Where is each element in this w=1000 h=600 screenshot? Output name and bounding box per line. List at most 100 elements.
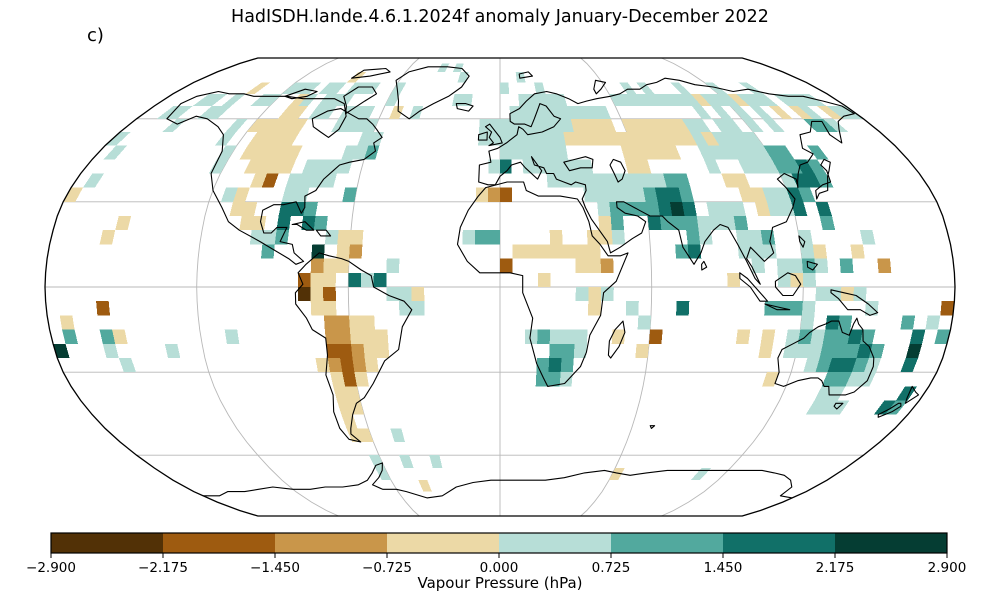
grid-cell — [620, 145, 636, 160]
grid-cell — [243, 159, 263, 174]
grid-cell — [812, 118, 838, 132]
grid-cell — [245, 82, 271, 94]
grid-cell — [340, 358, 355, 373]
grid-cell — [754, 201, 771, 216]
grid-cell — [789, 258, 803, 273]
grid-cell — [326, 343, 341, 358]
grid-cell — [791, 173, 810, 188]
grid-cell — [288, 106, 308, 119]
grid-cell — [605, 132, 621, 146]
grid-cell — [844, 343, 860, 358]
grid-cell — [284, 145, 303, 160]
grid-cell — [99, 329, 116, 344]
grid-cell — [817, 400, 838, 415]
grid-cell — [760, 329, 776, 344]
grid-cell — [857, 372, 877, 387]
grid-cell — [500, 82, 510, 94]
grid-cell — [635, 343, 649, 358]
grid-cell — [352, 358, 367, 373]
grid-cell — [288, 118, 309, 132]
colorbar-segment — [611, 533, 723, 553]
grid-cell — [661, 118, 680, 132]
grid-cell — [362, 118, 379, 132]
grid-cell — [323, 315, 338, 330]
grid-cell — [500, 145, 512, 160]
grid-cell — [536, 93, 548, 106]
grid-cell — [341, 118, 359, 132]
coastline — [739, 272, 769, 302]
grid-cell — [525, 244, 538, 259]
grid-cell — [300, 82, 322, 94]
grid-cell — [579, 159, 594, 174]
grid-cell — [675, 244, 689, 259]
grid-cell — [709, 216, 724, 231]
grid-cell — [368, 132, 384, 146]
grid-cell — [642, 145, 659, 160]
grid-cell — [749, 106, 773, 119]
grid-cell — [389, 106, 404, 119]
grid-cell — [666, 187, 682, 202]
grid-cell — [330, 372, 346, 387]
grid-cell — [584, 132, 599, 146]
grid-cell — [327, 82, 347, 94]
grid-cell — [510, 118, 522, 132]
coastline — [478, 77, 855, 285]
grid-cell — [349, 329, 364, 344]
grid-cell — [631, 145, 648, 160]
grid-cell — [768, 106, 793, 119]
grid-cell — [772, 93, 798, 106]
grid-cell — [819, 216, 836, 231]
grid-cell — [631, 187, 646, 202]
coastline — [774, 272, 802, 297]
grid-cell — [681, 93, 702, 106]
colorbar-tick-label: 0.725 — [592, 560, 631, 576]
grid-cell — [645, 201, 660, 216]
grid-cell — [164, 343, 181, 358]
grid-cell — [361, 315, 375, 330]
grid-cell — [766, 201, 783, 216]
grid-cell — [712, 118, 733, 132]
grid-cell — [745, 93, 769, 106]
grid-cell — [358, 106, 376, 119]
grid-cell — [562, 244, 576, 259]
grid-cell — [363, 82, 381, 94]
chart-title: HadISDH.lande.4.6.1.2024f anomaly Januar… — [231, 7, 769, 27]
grid-cell — [546, 173, 560, 188]
grid-cell — [373, 272, 387, 287]
grid-cell — [112, 329, 128, 344]
grid-cell — [202, 93, 228, 106]
grid-cell — [810, 329, 826, 344]
grid-cell — [827, 358, 845, 373]
grid-cell — [671, 118, 690, 132]
grid-cell — [303, 201, 318, 216]
grid-cell — [576, 106, 591, 119]
grid-cell — [500, 258, 513, 273]
grid-cell — [249, 230, 265, 245]
grid-cell — [795, 343, 811, 358]
grid-cell — [569, 173, 584, 188]
grid-cell — [860, 230, 876, 245]
grid-cell — [836, 106, 864, 119]
grid-cell — [156, 106, 184, 119]
grid-cell — [574, 329, 588, 344]
grid-cell — [751, 258, 765, 273]
grid-cell — [321, 173, 337, 188]
coastline — [315, 229, 332, 237]
grid-cell — [801, 258, 816, 273]
grid-cell — [580, 118, 595, 132]
grid-cell — [250, 145, 270, 160]
grid-cell — [278, 118, 299, 132]
grid-cell — [609, 93, 625, 106]
grid-cell — [324, 329, 339, 344]
grid-cell — [315, 358, 331, 373]
grid-cell — [333, 386, 349, 401]
grid-cell — [730, 106, 753, 119]
grid-cell — [814, 258, 829, 273]
grid-cell — [636, 82, 655, 94]
grid-cell — [624, 159, 640, 174]
grid-cell — [587, 244, 601, 259]
grid-cell — [708, 93, 731, 106]
grid-cell — [691, 118, 712, 132]
coastline — [833, 402, 844, 410]
grid-cell — [803, 358, 820, 373]
